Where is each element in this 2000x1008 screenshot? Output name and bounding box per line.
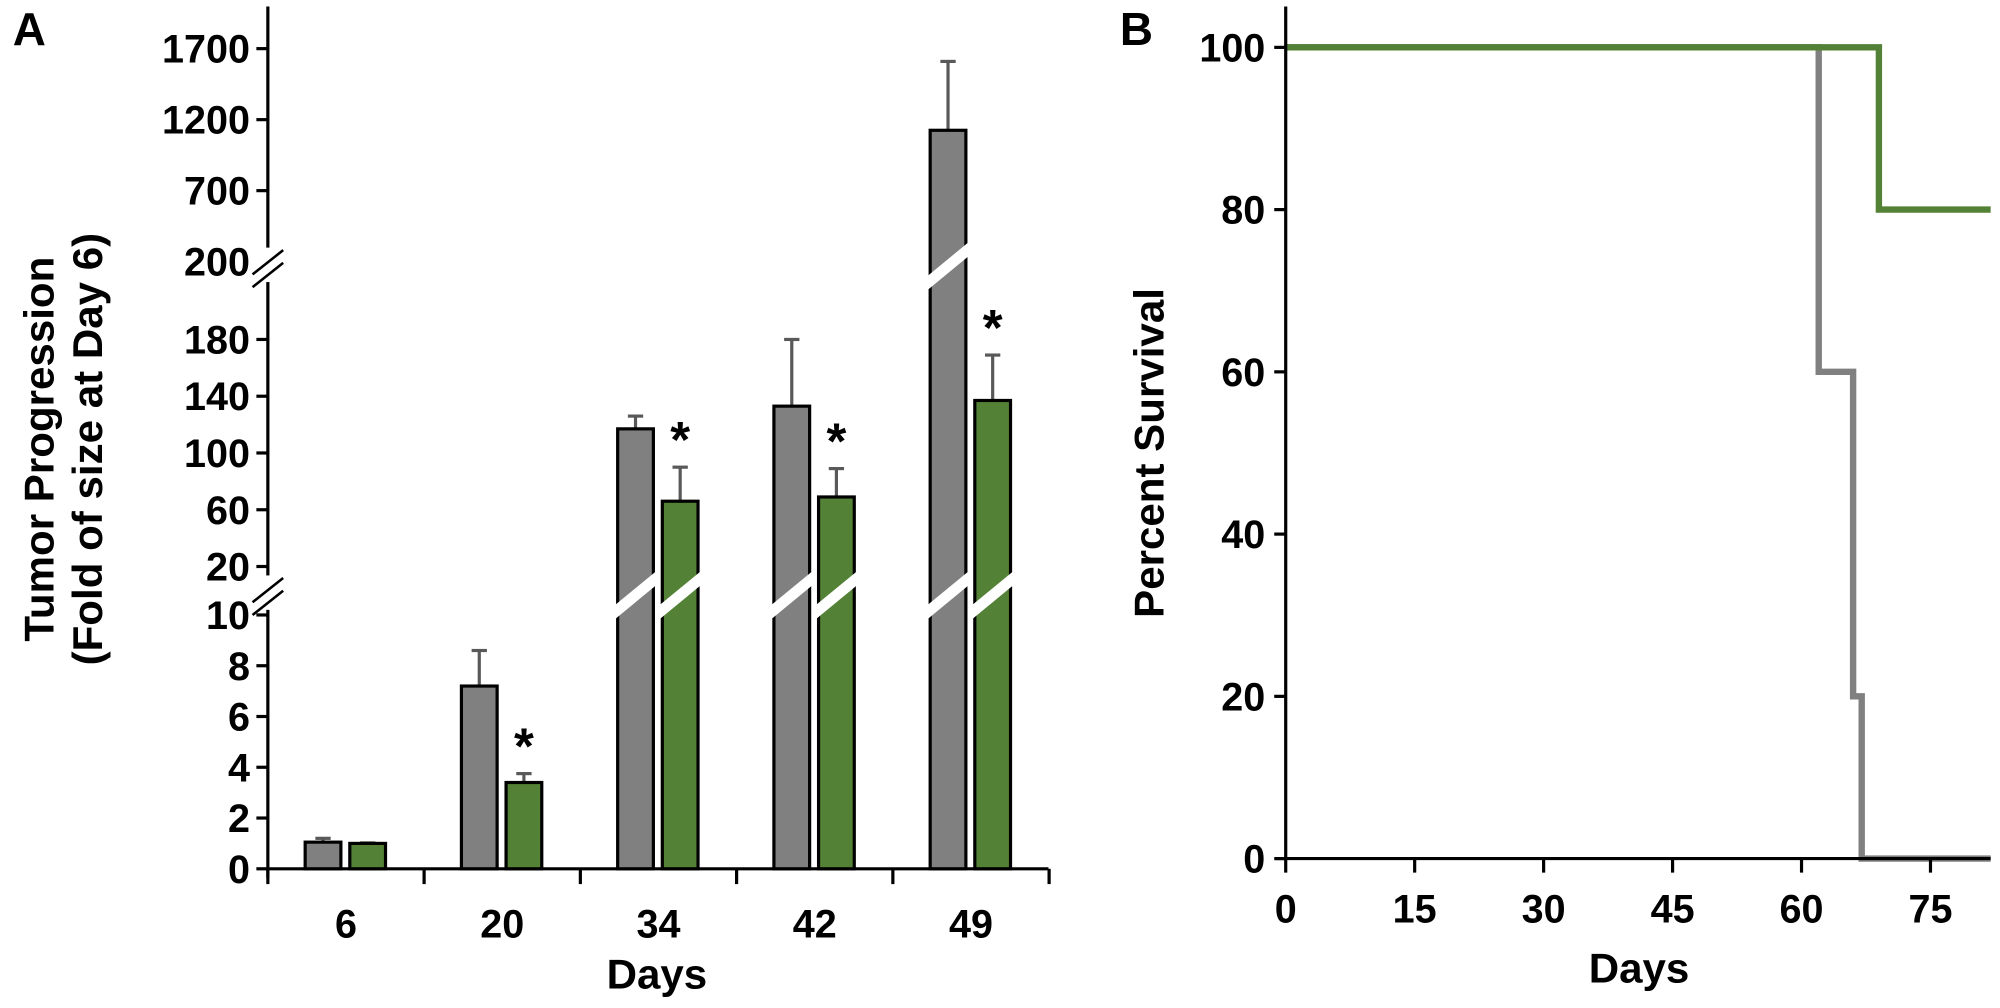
panel-a-xlabel: Days — [607, 951, 708, 998]
bar-control — [772, 404, 812, 871]
panel-a-axis-break-mark — [251, 589, 284, 616]
bar-break-gap — [658, 570, 702, 621]
panel-a-x-tick-label: 42 — [793, 903, 837, 947]
bar-break-gap — [770, 570, 814, 621]
bar-control — [459, 684, 499, 871]
panel-a-bar-chart: A Tumor Progression (Fold of size at Day… — [13, 3, 1051, 998]
panel-b-y-tick-label: 20 — [1221, 675, 1265, 719]
panel-a-y-tick-label: 100 — [184, 432, 250, 476]
significance-marker: * — [826, 412, 846, 469]
panel-a-y-tick-label: 1200 — [162, 99, 250, 143]
survival-line-treated — [1285, 44, 1991, 213]
panel-a-y-tick-label: 2 — [228, 797, 250, 841]
panel-a-x-tick-label: 20 — [480, 903, 524, 947]
bar-treated — [348, 841, 388, 871]
panel-a-x-tick-label: 49 — [949, 903, 993, 947]
bar-control — [928, 128, 968, 871]
panel-b-xlabel: Days — [1589, 944, 1690, 991]
panel-b-label: B — [1120, 3, 1153, 55]
panel-a-label: A — [13, 3, 46, 55]
significance-marker: * — [670, 411, 690, 468]
bar-treated — [816, 495, 856, 871]
panel-b-x-tick-label: 30 — [1522, 887, 1566, 931]
panel-a-ylabel-line1: Tumor Progression — [16, 257, 63, 642]
panel-a-y-tick-label: 200 — [184, 241, 250, 285]
bar-break-gap — [970, 570, 1015, 621]
survival-line-control — [1285, 44, 1991, 862]
panel-a-y-tick-label: 0 — [228, 848, 250, 892]
panel-a-y-tick-label: 4 — [228, 746, 250, 790]
panel-b-x-tick-label: 75 — [1908, 887, 1952, 931]
panel-a-y-tick-label: 6 — [228, 696, 250, 740]
bar-break-gap — [814, 570, 859, 621]
bar-treated — [504, 780, 544, 871]
panel-a-x-tick-label: 34 — [636, 903, 680, 947]
panel-b-y-tick-label: 0 — [1243, 838, 1265, 882]
panel-b-x-tick-label: 45 — [1651, 887, 1695, 931]
panel-a-y-tick-label: 700 — [184, 170, 250, 214]
panel-a-ylabel-line2: (Fold of size at Day 6) — [64, 233, 111, 666]
panel-a-x-tick-label: 6 — [335, 903, 357, 947]
panel-b-y-tick-label: 40 — [1221, 513, 1265, 557]
panel-b-y-tick-label: 80 — [1221, 189, 1265, 233]
panel-a-axis-break-mark — [251, 261, 284, 289]
panel-b-survival-chart: B Percent Survival Days 0 20 40 60 80 100 0 15 3… — [1120, 3, 1991, 991]
panel-a-axis-break-mark — [251, 576, 284, 604]
panel-b-y-tick-label: 100 — [1199, 26, 1265, 70]
panel-a-y-tick-label: 20 — [206, 546, 250, 590]
panel-a-y-tick-label: 180 — [184, 318, 250, 362]
panel-b-x-tick-label: 0 — [1275, 887, 1297, 931]
panel-a-y-tick-label: 8 — [228, 645, 250, 689]
panel-b-y-tick-label: 60 — [1221, 351, 1265, 395]
bar-break-gap — [926, 241, 970, 291]
panel-a-y-tick-label: 1700 — [162, 28, 250, 72]
panel-b-x-tick-label: 15 — [1393, 887, 1437, 931]
bar-control — [616, 427, 655, 871]
panel-b-ylabel: Percent Survival — [1125, 288, 1172, 618]
panel-b-x-tick-label: 60 — [1780, 887, 1824, 931]
bar-treated — [973, 398, 1013, 871]
panel-a-y-tick-label: 10 — [206, 594, 250, 638]
panel-a-y-tick-label: 60 — [206, 489, 250, 533]
bar-break-gap — [926, 570, 970, 621]
significance-marker: * — [514, 717, 534, 774]
bar-control — [303, 840, 343, 871]
bar-break-gap — [613, 570, 658, 621]
bar-treated — [660, 499, 700, 871]
significance-marker: * — [983, 299, 1003, 356]
panel-a-axis-break-mark — [251, 249, 284, 276]
panel-a-y-tick-label: 140 — [184, 375, 250, 419]
